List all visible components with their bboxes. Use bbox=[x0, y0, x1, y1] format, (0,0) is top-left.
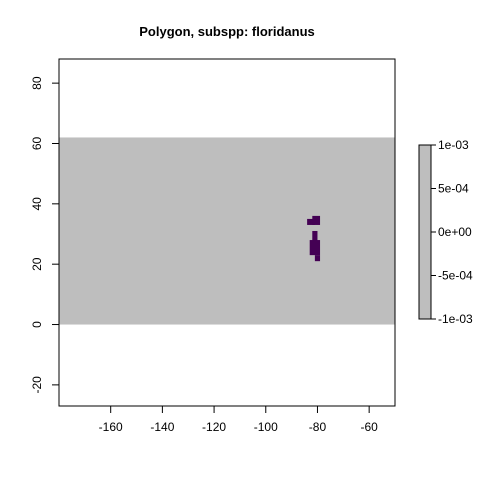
polygon-cell bbox=[314, 255, 321, 262]
polygon-cell bbox=[307, 218, 315, 225]
polygon-cell bbox=[312, 215, 321, 225]
chart-title: Polygon, subspp: floridanus bbox=[139, 24, 315, 39]
y-tick-label: 20 bbox=[30, 257, 44, 271]
legend-tick-label: 5e-04 bbox=[438, 182, 469, 196]
y-tick-label: 40 bbox=[30, 197, 44, 211]
x-tick-label: -140 bbox=[150, 420, 174, 434]
legend-tick-label: -1e-03 bbox=[438, 312, 473, 326]
x-tick-label: -160 bbox=[99, 420, 123, 434]
legend-tick-label: 0e+00 bbox=[438, 225, 472, 239]
axes: -160 -140 -120 -100 -80 -60 -20 0 20 40 60 80 bbox=[30, 58, 396, 434]
legend-colorbar bbox=[418, 144, 432, 320]
polygon-cell bbox=[312, 230, 318, 244]
y-tick-label: 80 bbox=[30, 76, 44, 90]
x-tick-label: -120 bbox=[202, 420, 226, 434]
y-tick-label: 0 bbox=[30, 321, 44, 328]
y-tick-label: 60 bbox=[30, 136, 44, 150]
legend-tick-label: -5e-04 bbox=[438, 269, 473, 283]
legend-tick-label: 1e-03 bbox=[438, 138, 469, 152]
legend: 1e-03 5e-04 0e+00 -5e-04 -1e-03 bbox=[418, 138, 473, 326]
x-tick-label: -60 bbox=[360, 420, 378, 434]
y-tick-label: -20 bbox=[30, 376, 44, 394]
plot-frame bbox=[58, 58, 396, 407]
raster-background bbox=[59, 137, 395, 325]
x-tick-label: -100 bbox=[254, 420, 278, 434]
polygon-cell bbox=[309, 240, 321, 256]
x-tick-label: -80 bbox=[309, 420, 327, 434]
plot-area bbox=[59, 137, 395, 325]
